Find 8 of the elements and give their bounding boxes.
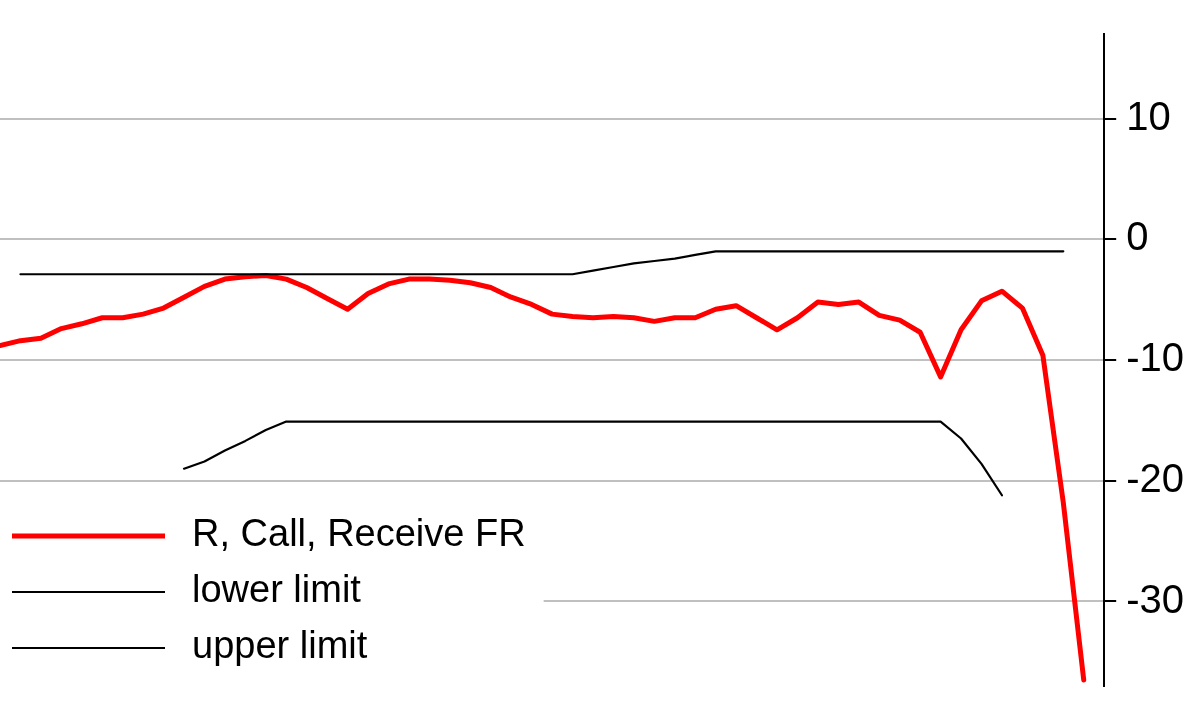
y-tick-label: 10 xyxy=(1126,93,1171,138)
y-tick-label: -30 xyxy=(1126,576,1184,621)
legend-label: lower limit xyxy=(192,568,362,611)
y-tick-label: -20 xyxy=(1126,455,1184,500)
legend-label: upper limit xyxy=(192,624,368,667)
y-tick-label: 0 xyxy=(1126,214,1149,259)
y-tick-label: -10 xyxy=(1126,335,1184,380)
legend-label: R, Call, Receive FR xyxy=(192,512,526,555)
